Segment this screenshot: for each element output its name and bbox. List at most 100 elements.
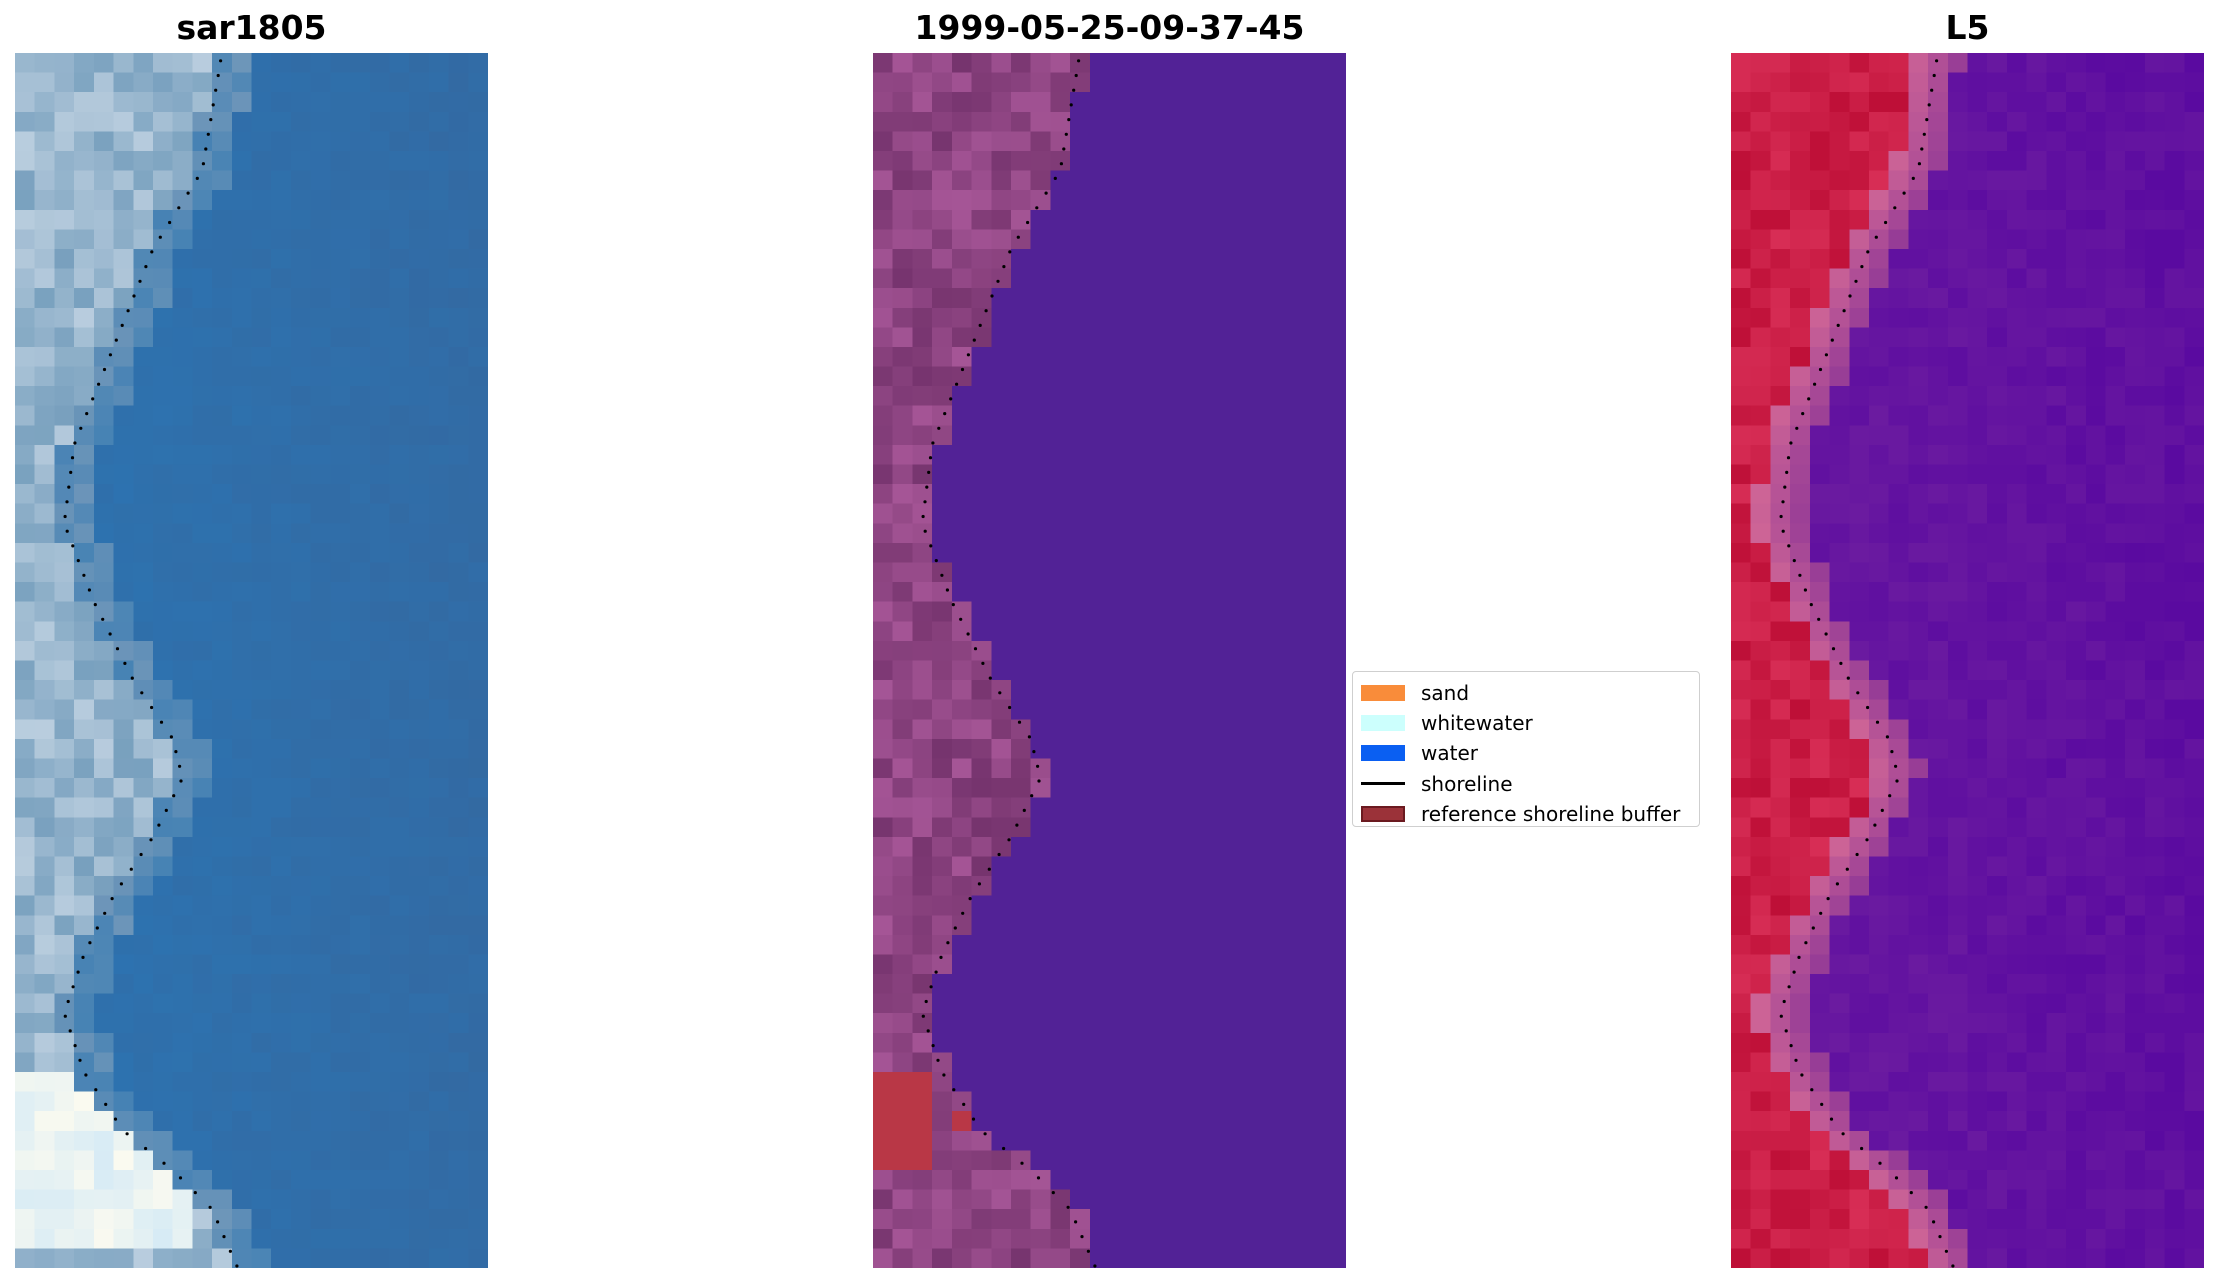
- shoreline-point: [946, 941, 950, 945]
- shoreline-point: [126, 309, 130, 313]
- shoreline-point: [966, 353, 970, 357]
- shoreline-point: [178, 764, 182, 768]
- shoreline-point: [1817, 617, 1821, 621]
- shoreline-point: [1888, 794, 1892, 798]
- shoreline-point: [130, 676, 134, 680]
- shoreline-point: [1829, 1117, 1834, 1121]
- shoreline-point: [983, 1132, 987, 1136]
- shoreline-point: [69, 470, 73, 474]
- shoreline-point: [925, 485, 929, 489]
- shoreline-point: [924, 999, 928, 1004]
- shoreline-point: [1067, 118, 1071, 122]
- shoreline-point: [1074, 73, 1078, 78]
- shoreline-point: [1062, 147, 1066, 151]
- shoreline-point: [1826, 897, 1830, 901]
- shoreline-point: [1927, 103, 1931, 107]
- shoreline-point: [934, 970, 938, 974]
- shoreline-point: [129, 867, 133, 871]
- shoreline-point: [939, 955, 943, 960]
- shoreline-point: [1086, 1249, 1090, 1253]
- shoreline-point: [1792, 559, 1796, 563]
- shoreline-point: [1902, 191, 1906, 195]
- shoreline-point: [1804, 941, 1808, 945]
- shoreline-point: [998, 691, 1002, 695]
- legend-item-water: water: [1361, 738, 1699, 768]
- shoreline-point: [169, 735, 173, 739]
- sand-swatch-icon: [1361, 685, 1405, 702]
- shoreline-point: [942, 1073, 946, 1077]
- shoreline-point: [1878, 1161, 1882, 1165]
- shoreline-point: [972, 338, 976, 342]
- shoreline-point: [159, 720, 164, 724]
- shoreline-point: [222, 1235, 226, 1239]
- shoreline-point: [209, 118, 213, 122]
- panel-title-rgb: sar1805: [176, 8, 327, 47]
- shoreline-point: [1846, 676, 1850, 680]
- shoreline-point: [1782, 999, 1786, 1004]
- shoreline-point: [1053, 176, 1057, 180]
- shoreline-point: [71, 985, 75, 989]
- legend-item-sand: sand: [1361, 678, 1699, 708]
- shoreline-point: [1824, 353, 1828, 357]
- shoreline-point: [208, 1205, 212, 1209]
- index-image-panel: [1731, 53, 2204, 1268]
- shoreline-point: [1925, 118, 1929, 122]
- shoreline-point: [195, 176, 199, 180]
- shoreline-point: [1935, 59, 1939, 63]
- shoreline-point: [214, 88, 218, 92]
- shoreline-point: [966, 632, 970, 636]
- shoreline-point: [1811, 926, 1815, 930]
- shoreline-point: [1792, 970, 1796, 974]
- shoreline-point: [1781, 500, 1785, 504]
- shoreline-point: [87, 588, 91, 592]
- shoreline-point: [949, 397, 953, 401]
- shoreline-point: [940, 573, 944, 577]
- shoreline-point: [120, 323, 124, 327]
- shoreline-point: [1801, 412, 1805, 416]
- shoreline-point: [1932, 73, 1936, 78]
- shoreline-point: [1803, 588, 1807, 592]
- shoreline-point: [91, 397, 95, 401]
- shoreline-point: [1037, 779, 1041, 783]
- shoreline-point: [1059, 162, 1063, 166]
- shoreline-point: [1807, 397, 1811, 401]
- shoreline-point: [1036, 764, 1040, 768]
- legend-item-shoreline: shoreline: [1361, 769, 1699, 799]
- shoreline-point: [1873, 823, 1877, 827]
- shoreline-point: [927, 470, 931, 474]
- shoreline-point: [108, 632, 112, 636]
- shoreline-point: [1909, 1191, 1913, 1195]
- shoreline-point: [219, 59, 223, 63]
- shoreline-point: [929, 544, 933, 548]
- shoreline-point: [1007, 838, 1011, 842]
- shoreline-overlay: [1779, 59, 1955, 1268]
- shoreline-point: [981, 661, 985, 666]
- shoreline-point: [193, 1191, 197, 1195]
- shoreline-point: [1856, 691, 1860, 695]
- legend: sand whitewater water shoreline referenc…: [1352, 671, 1700, 827]
- shoreline-point: [1077, 59, 1081, 63]
- shoreline-point: [162, 1161, 166, 1165]
- shoreline-point: [1813, 382, 1817, 386]
- shoreline-point: [172, 794, 176, 798]
- buffer-swatch-icon: [1361, 805, 1405, 822]
- shoreline-point: [1894, 1176, 1899, 1180]
- shoreline-point: [1784, 1029, 1788, 1033]
- shoreline-point: [115, 647, 120, 651]
- shoreline-point: [1841, 1132, 1845, 1136]
- shoreline-point: [104, 1102, 108, 1106]
- shoreline-overlay: [921, 59, 1097, 1268]
- shoreline-line-icon: [1361, 782, 1405, 786]
- shoreline-point: [108, 353, 112, 357]
- shoreline-point: [1922, 132, 1926, 136]
- shoreline-point: [70, 456, 75, 460]
- shoreline-point: [1779, 1014, 1783, 1018]
- shoreline-point: [984, 309, 988, 313]
- shoreline-point: [1032, 750, 1036, 754]
- shoreline-point: [1022, 808, 1026, 813]
- shoreline-point: [952, 1088, 956, 1092]
- shoreline-point: [978, 323, 982, 327]
- shoreline-point: [1020, 1161, 1024, 1165]
- shoreline-point: [1794, 1058, 1798, 1062]
- shoreline-point: [923, 500, 927, 504]
